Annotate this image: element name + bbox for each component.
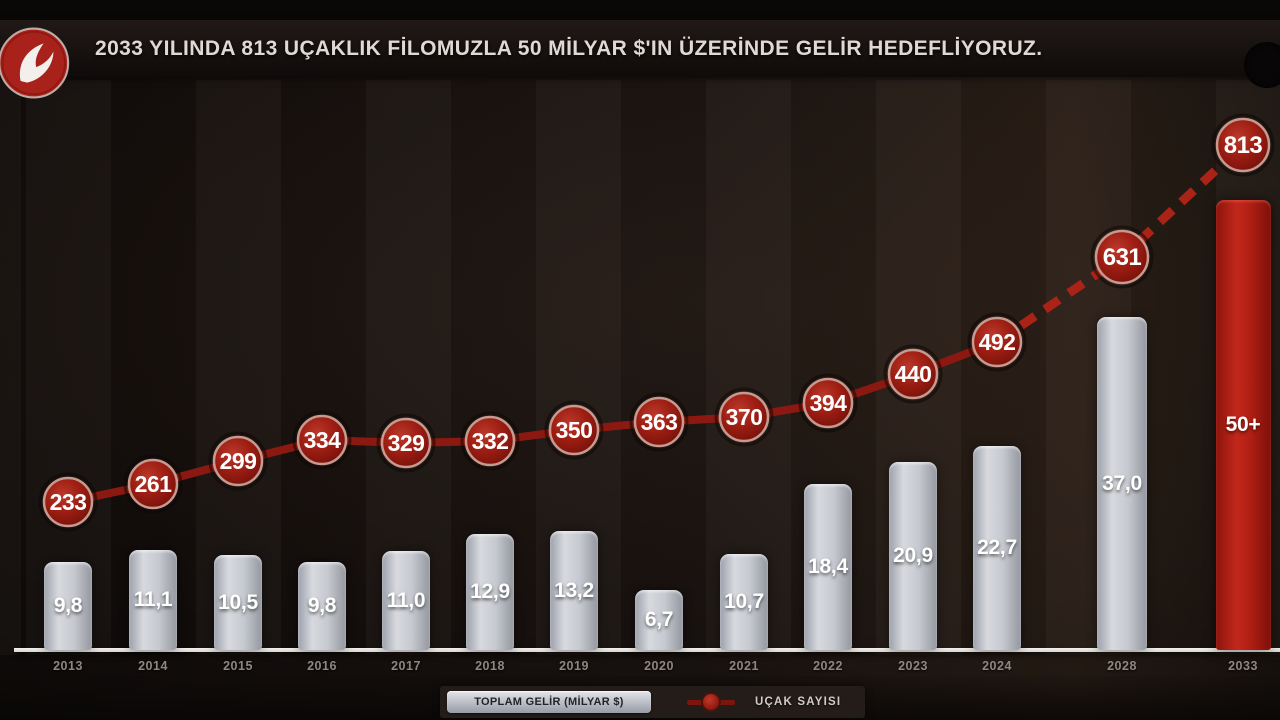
x-axis-tick-2023: 2023 [898, 659, 928, 673]
aircraft-count-value: 394 [810, 390, 848, 416]
revenue-value-label: 10,7 [724, 590, 764, 613]
x-axis-tick-2014: 2014 [138, 659, 168, 673]
aircraft-count-marker-2016: 334 [292, 410, 352, 470]
x-axis-tick-2016: 2016 [307, 659, 337, 673]
revenue-bar-2019: 13,2 [550, 531, 598, 650]
aircraft-count-marker-2022: 394 [798, 373, 858, 433]
revenue-bar-2013: 9,8 [44, 562, 92, 650]
aircraft-count-marker-2033: 813 [1211, 113, 1275, 177]
aircraft-count-value: 363 [641, 409, 678, 435]
aircraft-count-marker-2020: 363 [629, 392, 689, 452]
revenue-bar-2017: 11,0 [382, 551, 430, 650]
aircraft-count-marker-2013: 233 [38, 472, 98, 532]
aircraft-count-value: 233 [50, 489, 87, 515]
revenue-value-label: 12,9 [470, 580, 510, 603]
x-axis-tick-2033: 2033 [1228, 659, 1258, 673]
x-axis-tick-2013: 2013 [53, 659, 83, 673]
aircraft-count-marker-2024: 492 [967, 312, 1027, 372]
x-axis-tick-2022: 2022 [813, 659, 843, 673]
aircraft-count-value: 332 [472, 428, 509, 454]
x-axis-tick-2024: 2024 [982, 659, 1012, 673]
title-banner: 2033 YILINDA 813 UÇAKLIK FİLOMUZLA 50 Mİ… [0, 20, 1280, 88]
x-axis-tick-2028: 2028 [1107, 659, 1137, 673]
turkish-airlines-logo-icon [0, 27, 70, 99]
aircraft-count-marker-2023: 440 [883, 344, 943, 404]
chart-legend: TOPLAM GELİR (MİLYAR $) UÇAK SAYISI [440, 686, 865, 718]
aircraft-count-marker-2019: 350 [544, 400, 604, 460]
x-axis-tick-2018: 2018 [475, 659, 505, 673]
revenue-value-label: 20,9 [893, 544, 933, 567]
legend-aircraft-label: UÇAK SAYISI [755, 696, 842, 708]
revenue-bar-2016: 9,8 [298, 562, 346, 650]
revenue-value-label: 37,0 [1102, 471, 1142, 495]
revenue-value-label: 50+ [1225, 413, 1261, 436]
aircraft-count-marker-2021: 370 [714, 387, 774, 447]
revenue-value-label: 11,0 [386, 588, 426, 612]
revenue-bar-2014: 11,1 [129, 550, 177, 650]
aircraft-line-solid [67, 338, 999, 506]
legend-revenue-swatch: TOPLAM GELİR (MİLYAR $) [447, 691, 651, 713]
revenue-value-label: 10,5 [218, 590, 258, 614]
revenue-value-label: 13,2 [554, 578, 594, 602]
x-axis-tick-2019: 2019 [559, 659, 589, 673]
aircraft-count-value: 631 [1103, 244, 1142, 271]
aircraft-count-value: 370 [726, 404, 763, 430]
x-axis-tick-2021: 2021 [729, 659, 759, 673]
revenue-bar-2028: 37,0 [1097, 317, 1147, 650]
revenue-bar-2022: 18,4 [804, 484, 852, 650]
revenue-value-label: 22,7 [977, 536, 1017, 559]
revenue-bar-2033: 50+ [1215, 200, 1271, 650]
aircraft-count-value: 334 [304, 427, 342, 453]
aircraft-count-value: 813 [1224, 132, 1263, 159]
x-axis-tick-2017: 2017 [391, 659, 421, 673]
revenue-bar-2021: 10,7 [720, 554, 768, 650]
revenue-value-label: 9,8 [53, 594, 83, 617]
legend-aircraft-marker-icon [687, 692, 735, 712]
revenue-bar-2020: 6,7 [635, 590, 683, 650]
x-axis-tick-2015: 2015 [223, 659, 253, 673]
x-axis-line [14, 648, 1280, 652]
aircraft-count-marker-2015: 299 [208, 431, 268, 491]
aircraft-count-marker-2014: 261 [123, 454, 183, 514]
aircraft-count-value: 299 [220, 448, 257, 474]
aircraft-count-value: 492 [979, 329, 1016, 355]
aircraft-count-value: 261 [135, 471, 173, 497]
revenue-value-label: 11,1 [133, 588, 173, 611]
aircraft-count-marker-2028: 631 [1090, 225, 1154, 289]
revenue-value-label: 18,4 [808, 555, 848, 578]
revenue-bar-2023: 20,9 [889, 462, 937, 650]
legend-circle-icon [701, 692, 721, 712]
revenue-bar-2018: 12,9 [466, 534, 514, 650]
decorative-dark-circle [1244, 42, 1280, 88]
page-title: 2033 YILINDA 813 UÇAKLIK FİLOMUZLA 50 Mİ… [95, 36, 1043, 60]
aircraft-count-marker-2018: 332 [460, 411, 520, 471]
background-column-bands [0, 80, 1280, 655]
legend-revenue-label: TOPLAM GELİR (MİLYAR $) [474, 696, 624, 708]
revenue-bar-2024: 22,7 [973, 446, 1021, 650]
revenue-value-label: 6,7 [644, 608, 674, 631]
aircraft-count-value: 329 [388, 430, 425, 456]
aircraft-count-value: 440 [895, 361, 932, 387]
x-axis-tick-2020: 2020 [644, 659, 674, 673]
aircraft-count-value: 350 [556, 417, 593, 443]
revenue-value-label: 9,8 [307, 594, 337, 617]
top-margin [0, 0, 1280, 20]
revenue-bar-2015: 10,5 [214, 555, 262, 650]
aircraft-count-marker-2017: 329 [376, 413, 436, 473]
